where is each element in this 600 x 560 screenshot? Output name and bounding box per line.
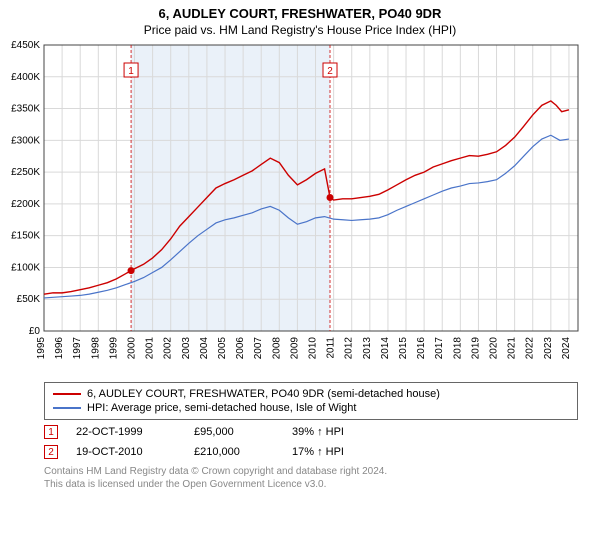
sale-marker-badge: 2 bbox=[44, 445, 58, 459]
svg-text:2020: 2020 bbox=[489, 337, 500, 360]
sale-delta: 17% ↑ HPI bbox=[292, 446, 344, 458]
sale-marker-badge: 1 bbox=[44, 425, 58, 439]
svg-text:2017: 2017 bbox=[434, 337, 445, 360]
svg-text:2001: 2001 bbox=[145, 337, 156, 360]
svg-text:2014: 2014 bbox=[380, 337, 391, 360]
svg-text:2003: 2003 bbox=[181, 337, 192, 360]
svg-text:£200K: £200K bbox=[11, 199, 40, 210]
svg-text:£350K: £350K bbox=[11, 104, 40, 115]
legend-row: HPI: Average price, semi-detached house,… bbox=[53, 401, 569, 415]
svg-text:1: 1 bbox=[128, 66, 134, 77]
svg-text:2009: 2009 bbox=[289, 337, 300, 360]
svg-text:£400K: £400K bbox=[11, 72, 40, 83]
svg-text:£250K: £250K bbox=[11, 167, 40, 178]
legend: 6, AUDLEY COURT, FRESHWATER, PO40 9DR (s… bbox=[44, 382, 578, 420]
legend-label: HPI: Average price, semi-detached house,… bbox=[87, 402, 356, 414]
svg-text:1998: 1998 bbox=[90, 337, 101, 360]
legend-row: 6, AUDLEY COURT, FRESHWATER, PO40 9DR (s… bbox=[53, 387, 569, 401]
sale-date: 22-OCT-1999 bbox=[76, 426, 176, 438]
sale-row: 2 19-OCT-2010 £210,000 17% ↑ HPI bbox=[44, 442, 578, 462]
legend-swatch bbox=[53, 407, 81, 409]
svg-text:1995: 1995 bbox=[36, 337, 47, 360]
svg-text:1997: 1997 bbox=[72, 337, 83, 360]
svg-text:2023: 2023 bbox=[543, 337, 554, 360]
svg-text:£0: £0 bbox=[29, 326, 41, 337]
license-line: This data is licensed under the Open Gov… bbox=[44, 479, 578, 492]
chart-area: £0 £50K £100K £150K £200K £250K £300K £350K £400… bbox=[0, 41, 600, 376]
svg-text:£100K: £100K bbox=[11, 262, 40, 273]
svg-text:2022: 2022 bbox=[525, 337, 536, 360]
sale-date: 19-OCT-2010 bbox=[76, 446, 176, 458]
sale-price: £210,000 bbox=[194, 446, 274, 458]
legend-swatch bbox=[53, 393, 81, 395]
svg-text:£150K: £150K bbox=[11, 231, 40, 242]
svg-text:2010: 2010 bbox=[308, 337, 319, 360]
svg-text:2005: 2005 bbox=[217, 337, 228, 360]
svg-text:2012: 2012 bbox=[344, 337, 355, 360]
svg-text:£300K: £300K bbox=[11, 135, 40, 146]
license-line: Contains HM Land Registry data © Crown c… bbox=[44, 466, 578, 479]
svg-text:2000: 2000 bbox=[127, 337, 138, 360]
chart-title: 6, AUDLEY COURT, FRESHWATER, PO40 9DR bbox=[0, 0, 600, 21]
svg-text:2004: 2004 bbox=[199, 337, 210, 360]
legend-label: 6, AUDLEY COURT, FRESHWATER, PO40 9DR (s… bbox=[87, 388, 440, 400]
svg-text:2018: 2018 bbox=[452, 337, 463, 360]
sales-list: 1 22-OCT-1999 £95,000 39% ↑ HPI 2 19-OCT-2010… bbox=[44, 422, 578, 462]
svg-text:1996: 1996 bbox=[54, 337, 65, 360]
sale-price: £95,000 bbox=[194, 426, 274, 438]
sale-row: 1 22-OCT-1999 £95,000 39% ↑ HPI bbox=[44, 422, 578, 442]
svg-text:2013: 2013 bbox=[362, 337, 373, 360]
svg-text:2006: 2006 bbox=[235, 337, 246, 360]
svg-text:2: 2 bbox=[327, 66, 333, 77]
svg-text:2021: 2021 bbox=[507, 337, 518, 360]
svg-text:2007: 2007 bbox=[253, 337, 264, 360]
price-chart: £0 £50K £100K £150K £200K £250K £300K £350K £400… bbox=[0, 41, 600, 371]
svg-text:2019: 2019 bbox=[470, 337, 481, 360]
sale-delta: 39% ↑ HPI bbox=[292, 426, 344, 438]
svg-text:£450K: £450K bbox=[11, 41, 40, 51]
chart-subtitle: Price paid vs. HM Land Registry's House … bbox=[0, 21, 600, 41]
license-text: Contains HM Land Registry data © Crown c… bbox=[44, 466, 578, 491]
svg-text:2015: 2015 bbox=[398, 337, 409, 360]
svg-text:2024: 2024 bbox=[561, 337, 572, 360]
svg-text:£50K: £50K bbox=[17, 294, 41, 305]
svg-text:2002: 2002 bbox=[163, 337, 174, 360]
svg-text:1999: 1999 bbox=[108, 337, 119, 360]
svg-text:2011: 2011 bbox=[326, 337, 337, 359]
svg-text:2008: 2008 bbox=[271, 337, 282, 360]
svg-text:2016: 2016 bbox=[416, 337, 427, 360]
